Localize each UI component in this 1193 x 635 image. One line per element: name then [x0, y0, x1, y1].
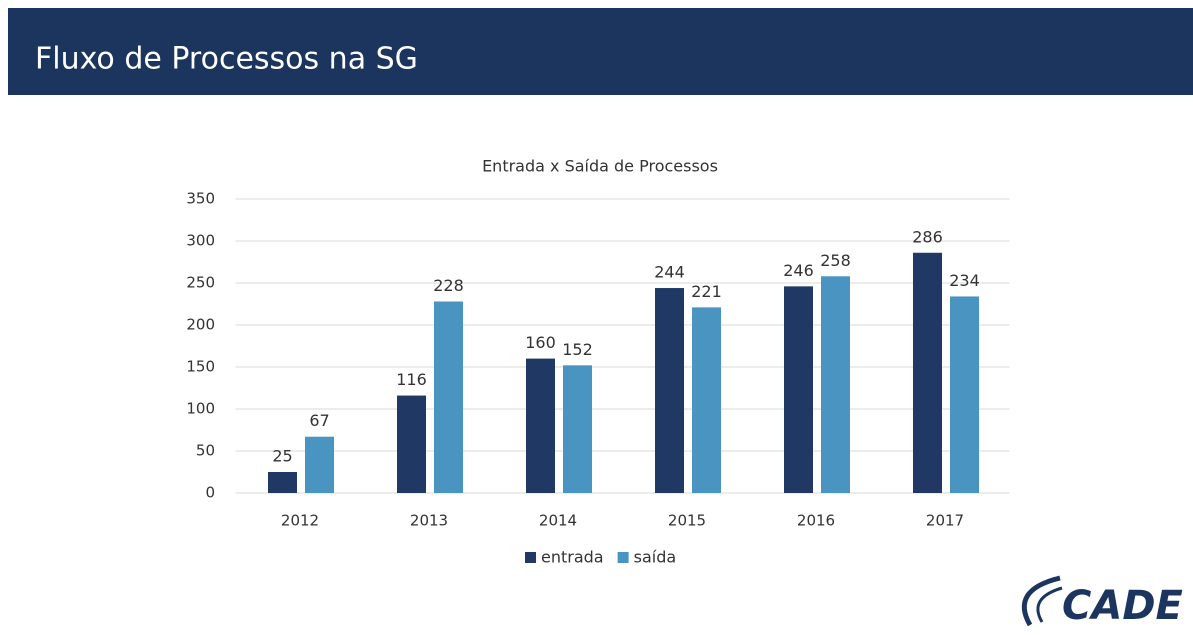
- data-label: 25: [272, 447, 292, 466]
- legend-label: entrada: [541, 548, 604, 567]
- logo-swoosh: [1021, 575, 1061, 627]
- bar: [526, 358, 555, 493]
- data-label: 246: [783, 261, 814, 280]
- legend-swatch: [525, 552, 536, 563]
- chart-title: Entrada x Saída de Processos: [482, 157, 718, 176]
- bar: [692, 307, 721, 493]
- data-label: 116: [396, 370, 427, 389]
- bar: [563, 365, 592, 493]
- data-label: 221: [691, 282, 722, 301]
- y-tick-label: 200: [186, 316, 215, 334]
- bar: [655, 288, 684, 493]
- bar: [305, 436, 334, 493]
- bar: [268, 472, 297, 493]
- y-tick-label: 100: [186, 400, 215, 418]
- data-label: 286: [912, 227, 943, 246]
- data-label: 244: [654, 263, 685, 282]
- x-tick-label: 2016: [797, 512, 835, 530]
- y-tick-label: 300: [186, 232, 215, 250]
- x-tick-label: 2017: [926, 512, 964, 530]
- legend-label: saída: [634, 548, 677, 567]
- logo: CADE: [1021, 575, 1183, 629]
- x-tick-label: 2012: [281, 512, 319, 530]
- data-label: 152: [562, 340, 593, 359]
- data-label: 67: [309, 411, 329, 430]
- bar: [434, 301, 463, 493]
- data-label: 228: [433, 276, 464, 295]
- logo-swoosh: [1036, 586, 1063, 623]
- y-tick-label: 150: [186, 358, 215, 376]
- y-tick-label: 0: [205, 484, 215, 502]
- bar: [784, 286, 813, 493]
- slide-title: Fluxo de Processos na SG: [35, 42, 418, 77]
- y-tick-label: 350: [186, 190, 215, 208]
- bar: [913, 252, 942, 493]
- bar: [397, 395, 426, 493]
- data-label: 258: [820, 251, 851, 270]
- x-tick-label: 2015: [668, 512, 706, 530]
- data-label: 160: [525, 333, 556, 352]
- header-band: [8, 8, 1193, 95]
- bar: [950, 296, 979, 493]
- data-label: 234: [949, 271, 980, 290]
- y-tick-label: 250: [186, 274, 215, 292]
- logo-text: CADE: [1062, 583, 1183, 629]
- x-tick-label: 2013: [410, 512, 448, 530]
- legend-swatch: [617, 552, 629, 563]
- y-tick-label: 50: [196, 442, 215, 460]
- bar: [821, 276, 850, 493]
- x-tick-label: 2014: [539, 512, 577, 530]
